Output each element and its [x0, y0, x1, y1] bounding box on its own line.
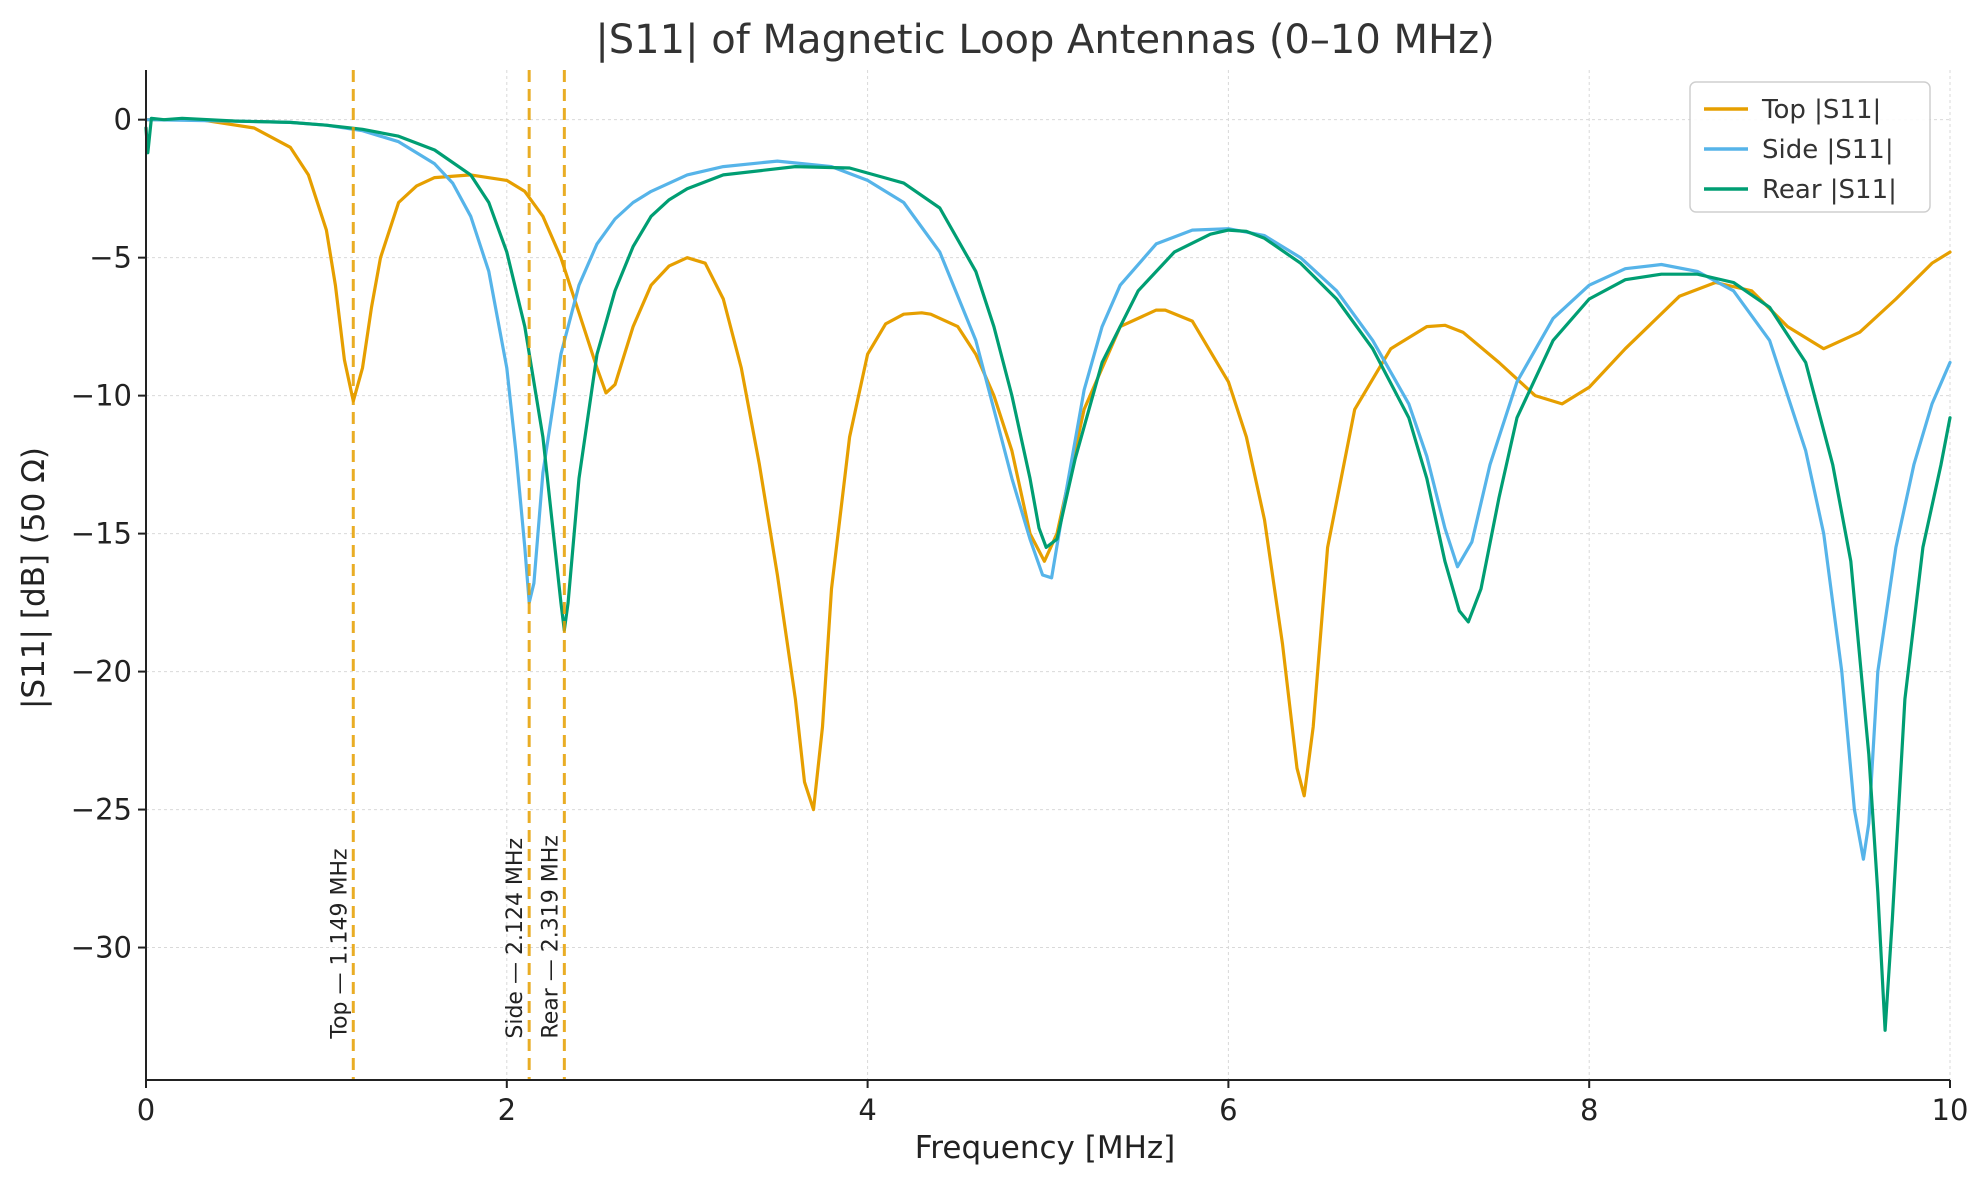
- y-tick-label: −25: [71, 793, 132, 827]
- x-tick-label: 6: [1219, 1093, 1237, 1127]
- x-tick-label: 10: [1932, 1093, 1969, 1127]
- y-tick-label: −5: [89, 241, 132, 275]
- y-tick-label: 0: [114, 103, 132, 137]
- series-lines: [144, 116, 1952, 1032]
- resonance-markers: Top — 1.149 MHz Side — 2.124 MHz Rear — 2.…: [327, 70, 566, 1080]
- series-line-rear: [144, 116, 1952, 1032]
- grid: [146, 70, 1951, 1080]
- marker-label-1: Side — 2.124 MHz: [503, 838, 528, 1039]
- x-tick-label: 8: [1580, 1093, 1598, 1127]
- series-line-side: [144, 118, 1952, 861]
- legend-box: [1689, 81, 1931, 213]
- marker-label-2: Rear — 2.319 MHz: [538, 835, 563, 1038]
- y-axis-title: |S11| [dB] (50 Ω): [16, 447, 52, 709]
- x-axis-title: Frequency [MHz]: [915, 1130, 1176, 1166]
- y-tick-label: −10: [71, 379, 132, 413]
- x-tick-label: 4: [858, 1093, 876, 1127]
- y-tick-label: −20: [71, 655, 132, 689]
- legend-label-0: Top |S11|: [1761, 95, 1881, 125]
- legend-label-1: Side |S11|: [1762, 135, 1894, 165]
- ticks: 0 2 4 6 8 10 0 −5 −10 −15 −20 −25 −30: [71, 103, 1969, 1127]
- x-tick-label: 2: [498, 1093, 516, 1127]
- legend-label-2: Rear |S11|: [1762, 175, 1897, 205]
- axes: [145, 70, 1950, 1081]
- chart-title: |S11| of Magnetic Loop Antennas (0–10 MH…: [595, 17, 1494, 63]
- x-tick-label: 0: [137, 1093, 155, 1127]
- marker-label-0: Top — 1.149 MHz: [327, 848, 352, 1039]
- y-tick-label: −30: [71, 931, 132, 965]
- legend: Top |S11| Side |S11| Rear |S11|: [1689, 81, 1931, 213]
- series-line-top: [144, 118, 1952, 812]
- y-tick-label: −15: [71, 517, 132, 551]
